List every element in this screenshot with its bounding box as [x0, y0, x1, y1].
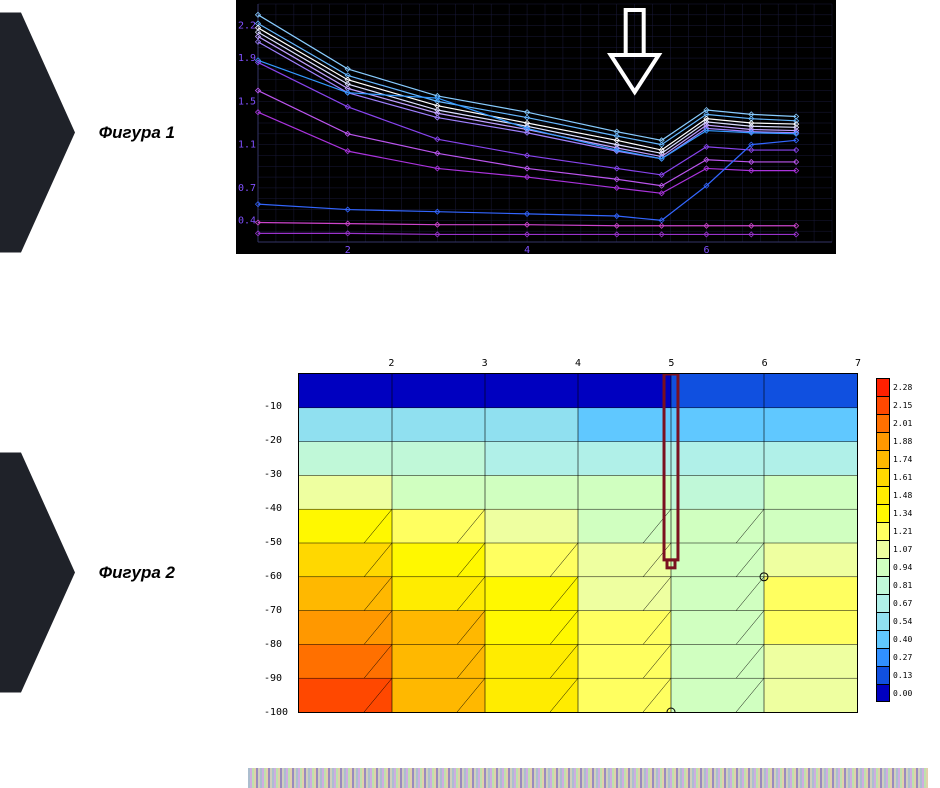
svg-text:1.1: 1.1 — [238, 140, 256, 151]
y-tick-label: -80 — [264, 639, 282, 650]
legend-swatch: 0.67 — [876, 594, 928, 612]
legend-swatch: 0.54 — [876, 612, 928, 630]
legend-swatch: 0.13 — [876, 666, 928, 684]
figure2-pointer: Фигура 2 — [0, 450, 75, 695]
y-tick-label: -70 — [264, 605, 282, 616]
legend-swatch: 1.61 — [876, 468, 928, 486]
legend-swatch: 0.27 — [876, 648, 928, 666]
legend-swatch: 1.21 — [876, 522, 928, 540]
svg-text:2.2: 2.2 — [238, 21, 256, 32]
legend-swatch: 0.94 — [876, 558, 928, 576]
y-tick-label: -20 — [264, 435, 282, 446]
legend-swatch: 0.40 — [876, 630, 928, 648]
x-tick-label: 4 — [575, 358, 581, 369]
figure1-svg: 0.4 0.7 1.1 1.5 1.9 2.2 2 4 6 — [236, 0, 836, 254]
svg-text:1.5: 1.5 — [238, 96, 256, 107]
svg-text:1.9: 1.9 — [238, 53, 256, 64]
x-tick-label: 7 — [855, 358, 861, 369]
y-tick-label: -60 — [264, 571, 282, 582]
legend-swatch: 1.34 — [876, 504, 928, 522]
x-tick-label: 3 — [482, 358, 488, 369]
figure2-svg — [299, 374, 857, 712]
legend-swatch: 1.88 — [876, 432, 928, 450]
svg-text:2: 2 — [345, 245, 351, 254]
noise-bar — [248, 768, 928, 788]
figure1-line-chart: 0.4 0.7 1.1 1.5 1.9 2.2 2 4 6 — [236, 0, 836, 254]
legend-swatch: 1.74 — [876, 450, 928, 468]
y-tick-label: -10 — [264, 401, 282, 412]
y-tick-label: -90 — [264, 673, 282, 684]
x-tick-label: 6 — [762, 358, 768, 369]
legend-swatch: 1.48 — [876, 486, 928, 504]
svg-text:0.7: 0.7 — [238, 183, 256, 194]
svg-text:4: 4 — [524, 245, 530, 254]
y-tick-label: -30 — [264, 469, 282, 480]
pointer-shape-icon — [0, 450, 75, 695]
x-tick-label: 5 — [668, 358, 674, 369]
figure2-heatmap: 2 3 4 5 6 7 -10 -20 -30 -40 -50 -60 -70 -80 -90 -100 2… — [258, 358, 928, 728]
figure2-label: Фигура 2 — [99, 563, 175, 583]
y-tick-label: -100 — [264, 707, 288, 718]
legend-swatch: 2.28 — [876, 378, 928, 396]
legend-swatch: 2.01 — [876, 414, 928, 432]
figure2-plot-area — [298, 373, 858, 713]
figure1-label: Фигура 1 — [99, 123, 175, 143]
svg-text:6: 6 — [703, 245, 709, 254]
legend-swatch: 2.15 — [876, 396, 928, 414]
x-tick-label: 2 — [388, 358, 394, 369]
svg-text:0.4: 0.4 — [238, 215, 256, 226]
pointer-shape-icon — [0, 10, 75, 255]
figure2-legend: 2.282.152.011.881.741.611.481.341.211.07… — [876, 378, 928, 702]
y-tick-label: -50 — [264, 537, 282, 548]
legend-swatch: 0.81 — [876, 576, 928, 594]
y-tick-label: -40 — [264, 503, 282, 514]
legend-swatch: 0.00 — [876, 684, 928, 702]
figure1-pointer: Фигура 1 — [0, 10, 75, 255]
legend-swatch: 1.07 — [876, 540, 928, 558]
